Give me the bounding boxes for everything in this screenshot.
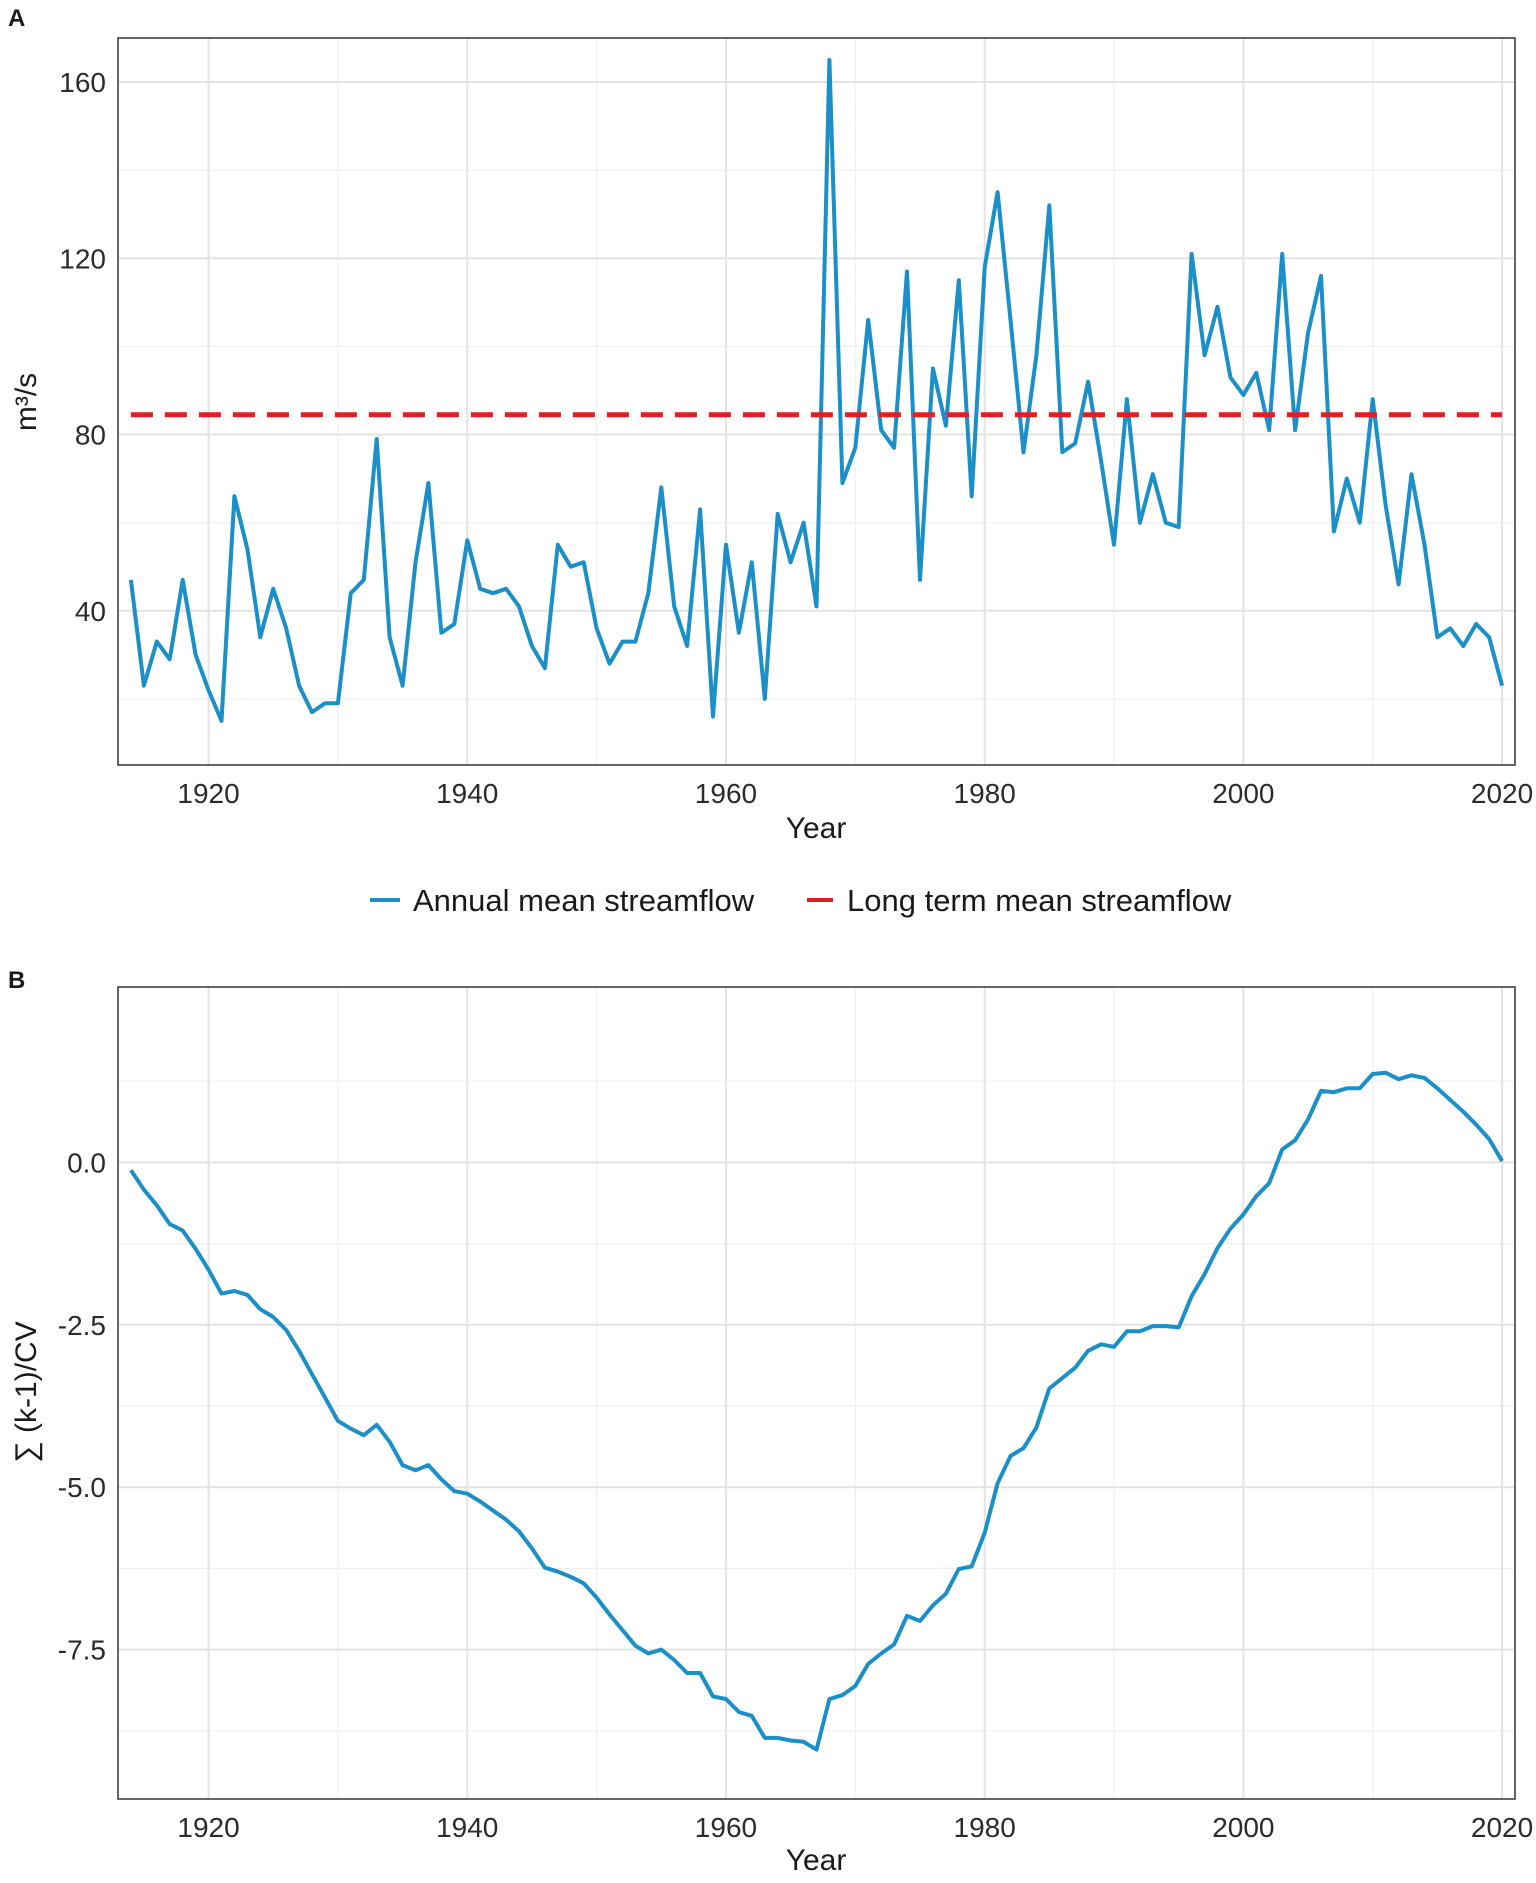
panel-b-x-tick-label: 1940	[436, 1812, 498, 1843]
panel-b-ticks: 1920 1940 1960 1980 2000 2020 -7.5 -5.0 -2.5 0.0	[58, 1147, 1533, 1843]
panel-a-y-axis-title: m³/s	[10, 373, 43, 431]
panel-b-y-tick-label: -2.5	[58, 1310, 106, 1341]
panel-a: A 1920 1940 1960 1980 2000 2020 40 80 120 160 Yea…	[8, 5, 1533, 845]
panel-a-y-tick-label: 40	[75, 596, 106, 627]
panel-a-lines	[128, 58, 1505, 723]
panel-a-x-tick-label: 1960	[695, 778, 757, 809]
panel-a-x-axis-title: Year	[786, 812, 847, 845]
panel-b-series-cumulative-deviation	[129, 1070, 1504, 1752]
panel-a-frame	[117, 37, 1516, 766]
panel-a-plot-background	[118, 38, 1515, 765]
panel-a-x-tick-label: 2020	[1471, 778, 1533, 809]
panel-a-x-tick-label: 1920	[177, 778, 239, 809]
panel-b-y-tick-label: 0.0	[67, 1147, 106, 1178]
panel-a-x-tick-label: 2000	[1212, 778, 1274, 809]
panel-a-ticks: 1920 1940 1960 1980 2000 2020 40 80 120 160	[59, 67, 1533, 809]
legend-annual-label: Annual mean streamflow	[413, 883, 755, 918]
panel-b-label: B	[8, 967, 25, 994]
panel-b-x-tick-label: 1920	[177, 1812, 239, 1843]
panel-b-grid	[118, 987, 1515, 1799]
panel-a-x-tick-label: 1980	[954, 778, 1016, 809]
panel-b-x-tick-label: 1960	[695, 1812, 757, 1843]
panel-a-grid	[118, 38, 1515, 765]
panel-b-lines	[129, 1070, 1504, 1752]
panel-b-y-tick-label: -5.0	[58, 1472, 106, 1503]
legend-longterm-label: Long term mean streamflow	[847, 883, 1232, 918]
panel-a-x-tick-label: 1940	[436, 778, 498, 809]
panel-b-x-axis-title: Year	[786, 1844, 847, 1877]
panel-a-y-tick-label: 160	[59, 67, 106, 98]
panel-b-x-tick-label: 1980	[954, 1812, 1016, 1843]
panel-b-x-tick-label: 2020	[1471, 1812, 1533, 1843]
panel-b-plot-background	[118, 987, 1515, 1799]
panel-b-x-tick-label: 2000	[1212, 1812, 1274, 1843]
panel-a-series-annual-mean-streamflow	[128, 58, 1505, 723]
panel-b: B 1920 1940 1960 1980 2000 2020 -7.5 -5.0 -2.5 0.…	[8, 967, 1533, 1877]
panel-a-label: A	[8, 5, 25, 32]
panel-b-y-axis-title: ∑ (k-1)/CV	[10, 1321, 43, 1462]
panel-a-y-tick-label: 120	[59, 243, 106, 274]
legend: Annual mean streamflow Long term mean st…	[370, 883, 1232, 918]
panel-b-frame	[117, 986, 1516, 1800]
panel-a-y-tick-label: 80	[75, 420, 106, 451]
panel-b-y-tick-label: -7.5	[58, 1635, 106, 1666]
